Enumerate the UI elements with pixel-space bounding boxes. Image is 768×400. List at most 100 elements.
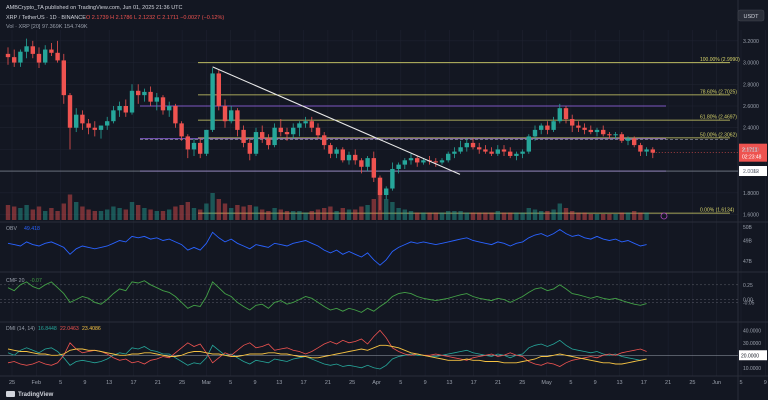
candle-body (334, 149, 339, 154)
volume-bar (594, 214, 600, 220)
candle-body (607, 134, 612, 136)
candle-body (86, 123, 91, 128)
volume-bar (191, 208, 197, 220)
dmi-minus-line (7, 329, 647, 367)
volume-bar (390, 202, 395, 220)
candle-body (346, 154, 352, 161)
volume-bar (508, 212, 513, 220)
volume-bar (433, 212, 438, 220)
x-tick-label: 9 (83, 380, 86, 386)
y-tick-label: 2.4000 (743, 126, 759, 132)
candle-body (551, 121, 556, 130)
volume-bar (303, 212, 308, 220)
candle-body (222, 106, 228, 122)
candle-body (30, 46, 35, 54)
volume-bar (415, 212, 420, 220)
candle-body (148, 91, 153, 102)
candle-body (154, 97, 159, 102)
volume-bar (198, 209, 203, 220)
currency-button[interactable]: USDT (737, 9, 765, 22)
candle-body (501, 149, 507, 152)
x-tick-label: 17 (471, 380, 477, 386)
obv-tick-label: 49B (743, 239, 753, 245)
x-tick-label: 9 (253, 380, 256, 386)
volume-bar (24, 205, 29, 220)
volume-bar (315, 209, 321, 220)
x-tick-label: 5 (229, 380, 232, 386)
x-tick-label: Feb (32, 380, 41, 386)
volume-bar (464, 212, 469, 220)
volume-bar (266, 211, 271, 220)
candle-body (142, 91, 147, 96)
y-tick-label: 3.0000 (743, 61, 759, 67)
volume-bar (210, 193, 215, 220)
fib-level-label: 78.60% (2.7025) (700, 89, 737, 95)
candle-body (452, 151, 457, 154)
volume-bar (501, 212, 507, 220)
candle-body (266, 138, 271, 146)
x-tick-label: 13 (106, 380, 112, 386)
candle-body (483, 149, 488, 152)
candle-body (489, 151, 494, 154)
x-tick-label: 21 (495, 380, 501, 386)
candle-body (111, 110, 116, 122)
volume-bar (526, 208, 531, 220)
candle-body (514, 153, 519, 156)
tradingview-logo-icon (6, 391, 15, 397)
y-tick-label: 1.8000 (743, 191, 759, 197)
volume-bar (216, 199, 221, 220)
volume-bar (470, 212, 476, 220)
volume-bar (396, 208, 401, 220)
candle-body (117, 106, 122, 111)
volume-bar (514, 212, 519, 220)
volume-bar (253, 206, 259, 220)
candle-body (545, 125, 550, 130)
volume-bar (582, 212, 587, 220)
candle-body (390, 168, 395, 189)
volume-bar (328, 206, 333, 220)
candle-body (253, 132, 259, 154)
volume-bar (154, 211, 159, 220)
current-price-value: 2.1711 (742, 148, 758, 154)
volume-bar (489, 212, 494, 220)
x-tick-label: 25 (349, 380, 355, 386)
volume-bar (117, 208, 122, 220)
candle-body (570, 119, 575, 126)
volume-bars (5, 190, 668, 220)
fib-level-label: 0.00% (1.6134) (700, 208, 735, 214)
volume-bar (179, 205, 184, 220)
candle-body (588, 129, 593, 133)
volume-bar (619, 212, 624, 220)
candle-body (613, 134, 618, 136)
volume-bar (61, 203, 66, 220)
candle-body (315, 127, 321, 136)
cmf-line (7, 280, 647, 313)
volume-bar (55, 211, 60, 220)
volume-bar (12, 206, 17, 220)
candle-body (297, 123, 302, 128)
x-tick-label: May (541, 380, 552, 386)
volume-bar (551, 209, 556, 220)
y-tick-label: 1.6000 (743, 213, 759, 219)
volume-bar (340, 208, 345, 220)
y-tick-label: 2.8000 (743, 82, 759, 88)
candle-body (136, 90, 141, 96)
x-tick-label: 5 (399, 380, 402, 386)
volume-bar (576, 212, 581, 220)
volume-bar (371, 199, 376, 220)
candle-body (625, 138, 631, 141)
candle-body (408, 158, 414, 161)
volume-bar (30, 209, 35, 220)
candle-body (179, 123, 184, 137)
volume-bar (613, 214, 618, 220)
volume-bar (111, 206, 116, 220)
candle-body (359, 160, 364, 167)
x-tick-label: 5 (739, 380, 742, 386)
volume-bar (98, 211, 104, 220)
price-countdown: 02:23:48 (742, 155, 762, 161)
candle-body (520, 151, 525, 154)
volume-bar (644, 212, 649, 220)
current-price-tag (739, 143, 767, 162)
candle-body (198, 142, 203, 154)
